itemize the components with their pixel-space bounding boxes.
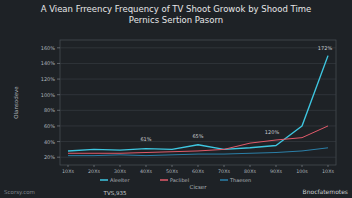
tick [224, 165, 225, 167]
x-tick-label: 60Xs [192, 169, 204, 174]
grid-line [60, 157, 336, 158]
chart: A Viean Frreency Frequency of TV Shoot G… [0, 0, 352, 198]
y-tick-label: 60% [44, 123, 55, 129]
grid-line [60, 125, 336, 126]
tick [302, 165, 303, 167]
watermark: Scorsy.com [4, 189, 35, 196]
footnote: TVS,935 [103, 190, 127, 196]
legend-label: Paclibel [170, 177, 189, 183]
plot-frame [60, 40, 336, 165]
tick [57, 141, 60, 142]
x-tick-label: 90Xs [270, 169, 282, 174]
grid-line [60, 94, 336, 95]
series-line [68, 56, 328, 151]
annotation: 172% [318, 45, 333, 51]
grid-line [60, 110, 336, 111]
grid-line [60, 141, 336, 142]
watermark: Bnocfatemotes [303, 188, 348, 195]
grid-line [60, 47, 336, 48]
x-tick-label: 80Xs [244, 169, 256, 174]
x-tick-label: 10Xs [62, 169, 74, 174]
x-tick-label: 70Xs [218, 169, 230, 174]
plot-area [68, 56, 328, 156]
tick [94, 165, 95, 167]
x-tick-label: 50Xs [166, 169, 178, 174]
tick [57, 94, 60, 95]
annotation: 120% [265, 129, 280, 135]
y-tick-label: 100% [41, 92, 56, 98]
y-tick-label: 140% [41, 60, 56, 66]
x-axis-label: Cicser [190, 184, 208, 190]
tick [250, 165, 251, 167]
legend-swatch [160, 179, 168, 181]
y-tick-label: 20% [44, 154, 55, 160]
x-tick-label: 20Xs [88, 169, 100, 174]
title: A Viean Frreency Frequency of TV Shoot G… [41, 4, 312, 14]
tick [57, 125, 60, 126]
x-tick-label: 40Xs [140, 169, 152, 174]
tick [57, 63, 60, 64]
annotation: 65% [192, 133, 203, 139]
legend-swatch [220, 179, 228, 181]
tick [328, 165, 329, 167]
x-tick-label: 100s [296, 169, 308, 174]
x-tick-label: 30Xs [114, 169, 126, 174]
tick [172, 165, 173, 167]
tick [57, 79, 60, 80]
grid-line [60, 79, 336, 80]
tick [146, 165, 147, 167]
tick [276, 165, 277, 167]
legend-label: Thaesen [229, 177, 251, 183]
legend-label: Aleelter [110, 177, 130, 183]
annotation: 61% [140, 136, 151, 142]
tick [68, 165, 69, 167]
y-tick-label: 160% [41, 45, 56, 51]
grid-line [60, 63, 336, 64]
legend-swatch [100, 179, 108, 181]
x-tick-label: 10Xs [322, 169, 334, 174]
series-line [68, 126, 328, 153]
tick [198, 165, 199, 167]
background [0, 0, 352, 198]
tick [120, 165, 121, 167]
subtitle: Pernics Sertion Pasorn [129, 15, 223, 25]
tick [57, 47, 60, 48]
tick [57, 110, 60, 111]
y-tick-label: 120% [41, 76, 56, 82]
y-tick-label: 40% [44, 139, 55, 145]
series-line [68, 148, 328, 156]
y-axis-label: Olansodeve [13, 86, 19, 119]
y-tick-label: 80% [44, 107, 55, 113]
tick [57, 157, 60, 158]
